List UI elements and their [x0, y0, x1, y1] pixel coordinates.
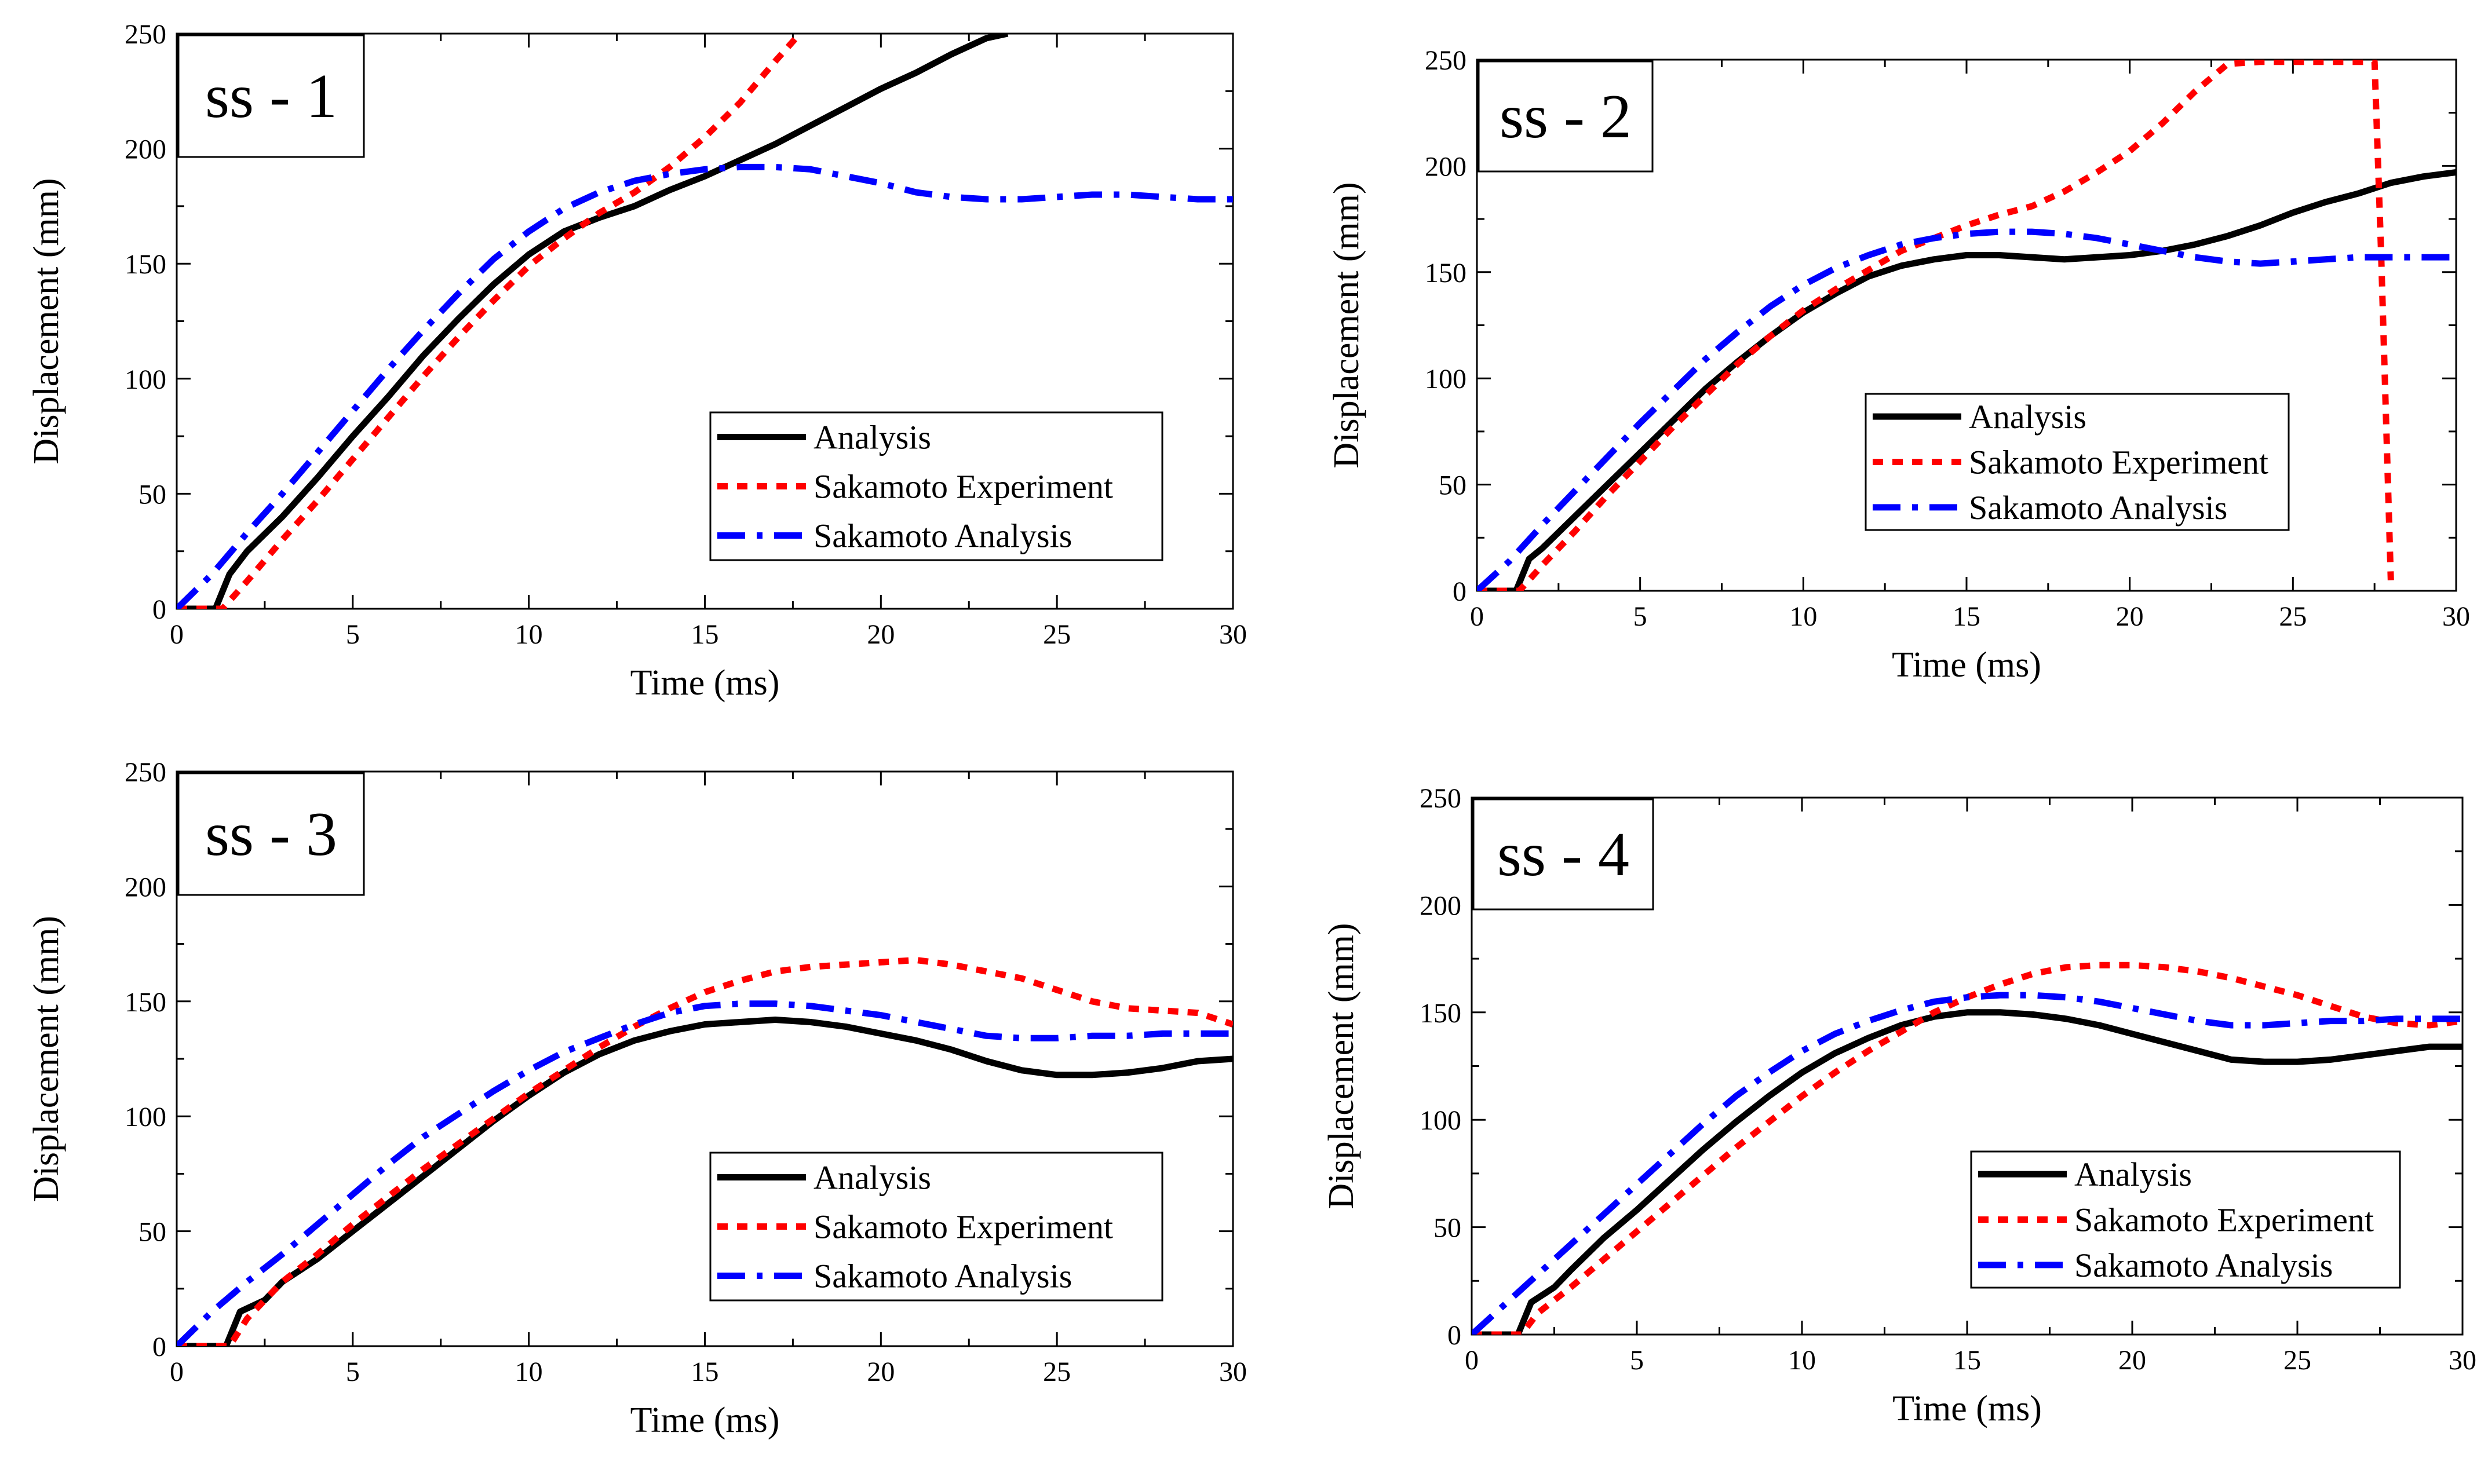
- y-tick-label: 150: [125, 987, 166, 1018]
- chart-panel-4: 0 50 100 150 200 250 0 5 10 15 20 25 30 Time (ms) Disp…: [1322, 783, 2476, 1428]
- y-axis-label: Displacement (mm): [1327, 182, 1366, 468]
- y-axis-label: Displacement (mm): [27, 916, 66, 1202]
- legend-label: Sakamoto Analysis: [813, 1258, 1072, 1295]
- y-tick-label: 200: [125, 872, 166, 902]
- x-tick-label: 10: [1788, 1345, 1816, 1376]
- y-tick-label: 0: [1447, 1320, 1461, 1351]
- x-axis-label: Time (ms): [1892, 645, 2041, 685]
- y-tick-label: 0: [152, 594, 166, 625]
- y-tick-label: 50: [1439, 470, 1466, 501]
- series-line-solid: [177, 1017, 1233, 1346]
- y-tick-label: 0: [152, 1332, 166, 1362]
- x-tick-label: 25: [2279, 601, 2307, 632]
- legend-label: Sakamoto Analysis: [1969, 489, 2227, 527]
- panel-label-box: [1472, 798, 1654, 911]
- series-line-dashdot: [1472, 992, 2463, 1335]
- panel-label: ss - 1: [205, 62, 337, 131]
- y-tick-label: 200: [125, 134, 166, 165]
- x-tick-label: 20: [867, 1357, 895, 1387]
- y-tick-label: 100: [1425, 364, 1466, 394]
- x-tick-label: 0: [170, 1357, 184, 1387]
- x-tick-label: 0: [1470, 601, 1484, 632]
- x-tick-label: 5: [346, 619, 360, 650]
- panel-label-box: [177, 772, 365, 896]
- x-tick-label: 20: [2118, 1345, 2146, 1376]
- y-tick-label: 200: [1425, 151, 1466, 182]
- series-line-dotted: [177, 956, 1233, 1346]
- legend-label: Analysis: [2074, 1156, 2192, 1193]
- x-tick-label: 30: [1219, 1357, 1247, 1387]
- y-tick-label: 50: [138, 479, 166, 510]
- series-line-dashdot: [1477, 228, 2456, 591]
- y-tick-label: 100: [125, 1102, 166, 1132]
- panel-label: ss - 2: [1500, 82, 1632, 151]
- x-axis-label: Time (ms): [1892, 1389, 2042, 1428]
- x-tick-label: 20: [2116, 601, 2144, 632]
- y-tick-label: 200: [1420, 890, 1461, 921]
- x-tick-label: 20: [867, 619, 895, 650]
- legend-label: Analysis: [1969, 398, 2086, 436]
- chart-panel-2: 0 50 100 150 200 250 0 5 10 15 20 25 30 Time (ms) Disp…: [1327, 45, 2470, 685]
- y-tick-label: 0: [1453, 576, 1466, 607]
- y-tick-label: 50: [1433, 1213, 1461, 1244]
- panel-label-box: [1478, 60, 1654, 173]
- x-tick-label: 25: [2283, 1345, 2311, 1376]
- x-tick-label: 30: [2449, 1345, 2476, 1376]
- x-tick-label: 30: [1219, 619, 1247, 650]
- x-tick-label: 15: [691, 619, 719, 650]
- y-tick-label: 100: [1420, 1105, 1461, 1136]
- legend-label: Sakamoto Analysis: [813, 517, 1072, 555]
- chart-panel-1: 0 50 100 150 200 250 0 5 10 15 20 25 30 Time (ms) Disp…: [27, 19, 1247, 703]
- legend-label: Sakamoto Experiment: [1969, 444, 2268, 481]
- legend-label: Analysis: [813, 1159, 931, 1197]
- y-tick-label: 100: [125, 364, 166, 395]
- panel-label: ss - 4: [1497, 820, 1629, 889]
- y-tick-label: 50: [138, 1217, 166, 1248]
- y-tick-label: 250: [125, 757, 166, 788]
- x-tick-label: 25: [1043, 1357, 1071, 1387]
- series-line-dotted: [1477, 60, 2394, 591]
- legend-label: Sakamoto Experiment: [813, 1208, 1113, 1246]
- y-axis-label: Displacement (mm): [1322, 923, 1361, 1209]
- series-line-dotted: [177, 34, 802, 609]
- x-axis-label: Time (ms): [630, 663, 780, 703]
- x-tick-label: 15: [691, 1357, 719, 1387]
- x-tick-label: 15: [1953, 601, 1980, 632]
- x-tick-label: 25: [1043, 619, 1071, 650]
- legend-label: Sakamoto Experiment: [813, 468, 1113, 506]
- x-tick-label: 10: [515, 619, 543, 650]
- x-tick-label: 0: [1465, 1345, 1479, 1376]
- x-tick-label: 5: [1633, 601, 1647, 632]
- y-axis-label: Displacement (mm): [27, 178, 66, 464]
- x-tick-label: 15: [1953, 1345, 1981, 1376]
- x-tick-label: 10: [515, 1357, 543, 1387]
- legend-label: Analysis: [813, 419, 931, 456]
- series-line-dashdot: [177, 1000, 1233, 1346]
- y-tick-label: 250: [125, 19, 166, 50]
- panel-label: ss - 3: [205, 800, 337, 869]
- x-tick-label: 0: [170, 619, 184, 650]
- y-tick-label: 150: [125, 249, 166, 280]
- chart-panel-3: 0 50 100 150 200 250 0 5 10 15 20 25 30 Time (ms) Disp…: [27, 757, 1247, 1440]
- legend-label: Sakamoto Analysis: [2074, 1247, 2333, 1284]
- y-tick-label: 150: [1425, 258, 1466, 288]
- x-tick-label: 5: [346, 1357, 360, 1387]
- y-tick-label: 250: [1420, 783, 1461, 814]
- x-tick-label: 30: [2442, 601, 2470, 632]
- series-line-solid: [1472, 1009, 2463, 1335]
- series-line-dashdot: [177, 163, 1233, 609]
- y-tick-label: 150: [1420, 998, 1461, 1029]
- x-tick-label: 5: [1630, 1345, 1644, 1376]
- x-axis-label: Time (ms): [630, 1401, 780, 1440]
- y-tick-label: 250: [1425, 45, 1466, 76]
- panel-label-box: [177, 34, 365, 158]
- legend-label: Sakamoto Experiment: [2074, 1201, 2374, 1239]
- series-line-solid: [1477, 169, 2456, 591]
- x-tick-label: 10: [1789, 601, 1817, 632]
